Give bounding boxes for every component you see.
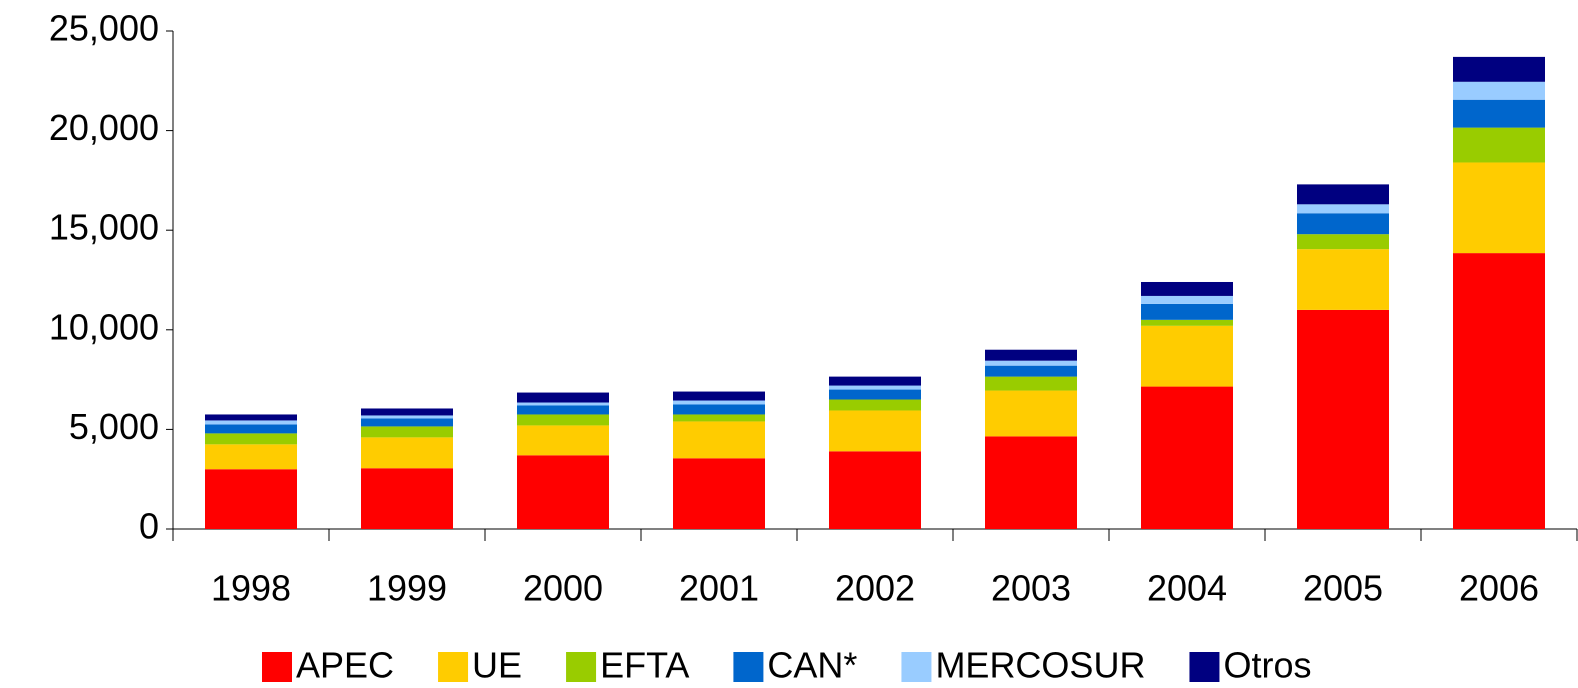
legend-label: EFTA [600, 645, 689, 686]
bar-segment [985, 376, 1077, 391]
bar-segment [1297, 184, 1389, 205]
bar-segment [829, 410, 921, 452]
bar-segment [205, 414, 297, 421]
bar-segment [673, 421, 765, 459]
bar-segment [1297, 204, 1389, 214]
bar-segment [517, 455, 609, 529]
y-tick-label: 10,000 [49, 306, 159, 347]
bar-segment [673, 458, 765, 529]
legend-swatch [438, 652, 469, 682]
bar-segment [1141, 295, 1233, 304]
bar-segment [985, 360, 1077, 366]
bar-segment [517, 405, 609, 415]
y-tick-label: 0 [139, 506, 159, 547]
bar-segment [1453, 162, 1545, 254]
legend-label: UE [472, 645, 522, 686]
bar-segment [673, 414, 765, 422]
bar-segment [517, 425, 609, 456]
bar-segment [205, 469, 297, 529]
x-tick-label: 2003 [991, 568, 1071, 609]
x-tick-label: 1999 [367, 568, 447, 609]
bar-segment [1141, 325, 1233, 387]
bar-segment [205, 424, 297, 434]
bar-segment [361, 468, 453, 529]
bar-segment [673, 400, 765, 405]
bar-segment [205, 420, 297, 425]
bar-segment [1297, 309, 1389, 529]
bar-segment [205, 433, 297, 445]
x-tick-label: 2000 [523, 568, 603, 609]
bar-segment [829, 451, 921, 529]
bar-segment [985, 349, 1077, 361]
bar-segment [985, 365, 1077, 377]
bar-segment [829, 389, 921, 400]
legend-label: Otros [1223, 645, 1311, 686]
legend-swatch [262, 652, 292, 682]
x-tick-label: 2005 [1303, 568, 1383, 609]
bar-segment [1453, 81, 1545, 100]
bar-segment [361, 426, 453, 438]
bar-segment [1141, 281, 1233, 296]
y-tick-label: 20,000 [49, 107, 159, 148]
bar-segment [829, 376, 921, 386]
bar-segment [361, 408, 453, 416]
bar-segment [1141, 303, 1233, 320]
bar-segment [1297, 213, 1389, 235]
bar-segment [1453, 253, 1545, 529]
bar-segment [517, 402, 609, 406]
bar-segment [1141, 319, 1233, 326]
bar-segment [673, 404, 765, 415]
bar-segment [517, 414, 609, 426]
bar-segment [1453, 99, 1545, 128]
bar-segment [1453, 127, 1545, 163]
bar-segment [361, 418, 453, 427]
bar-segment [829, 399, 921, 411]
legend-swatch [733, 652, 764, 682]
bar-segment [517, 392, 609, 403]
y-tick-label: 25,000 [49, 8, 159, 49]
bar-segment [361, 437, 453, 469]
bar-segment [205, 444, 297, 470]
legend-label: APEC [296, 645, 394, 686]
bar-segment [1297, 249, 1389, 310]
legend-label: MERCOSUR [935, 645, 1145, 686]
y-tick-label: 5,000 [69, 406, 159, 447]
x-tick-label: 2004 [1147, 568, 1227, 609]
legend-label: CAN* [767, 645, 857, 686]
x-tick-label: 2006 [1459, 568, 1539, 609]
bar-segment [829, 385, 921, 390]
y-tick-label: 15,000 [49, 207, 159, 248]
legend-swatch [566, 652, 597, 682]
x-tick-label: 2002 [835, 568, 915, 609]
bar-segment [361, 415, 453, 419]
bar-segment [985, 436, 1077, 529]
x-tick-label: 1998 [211, 568, 291, 609]
bar-segment [673, 391, 765, 401]
bar-segment [985, 390, 1077, 437]
bar-segment [1141, 386, 1233, 529]
bar-segment [1453, 56, 1545, 82]
legend-swatch [901, 652, 932, 682]
bar-segment [1297, 234, 1389, 250]
x-tick-label: 2001 [679, 568, 759, 609]
legend-swatch [1189, 652, 1220, 682]
